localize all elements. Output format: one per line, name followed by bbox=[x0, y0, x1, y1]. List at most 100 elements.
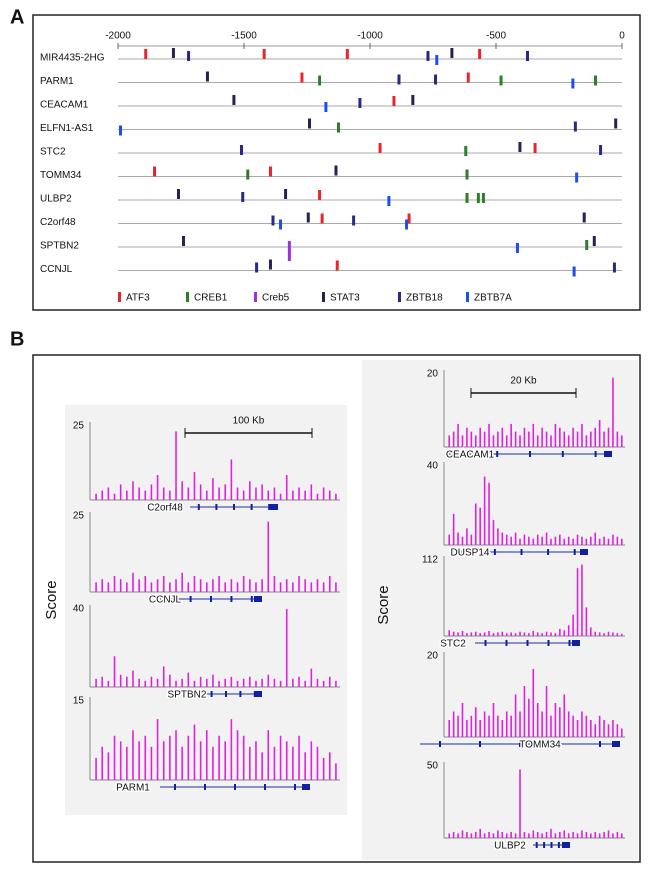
site bbox=[255, 262, 259, 273]
panel-label: B bbox=[10, 328, 24, 350]
site bbox=[426, 51, 430, 61]
gene-exon bbox=[169, 596, 172, 602]
site bbox=[499, 75, 503, 86]
gene-exon bbox=[197, 504, 200, 510]
site bbox=[337, 122, 340, 133]
site bbox=[119, 125, 123, 136]
site bbox=[405, 219, 409, 230]
gene-exon bbox=[561, 451, 564, 457]
scale-bar-label: 100 Kb bbox=[233, 416, 265, 427]
gene-exon bbox=[520, 549, 523, 555]
site bbox=[397, 74, 401, 85]
row-label: MIR4435-2HG bbox=[40, 53, 105, 64]
gene-exon bbox=[573, 549, 576, 555]
gene-exon bbox=[562, 842, 570, 848]
site bbox=[612, 262, 616, 273]
site bbox=[279, 219, 283, 230]
gene-exon bbox=[572, 640, 580, 646]
legend-label: STAT3 bbox=[330, 293, 360, 304]
gene-exon bbox=[174, 784, 176, 790]
track-max-label: 40 bbox=[427, 461, 439, 472]
gene-exon bbox=[484, 640, 487, 646]
gene-label: SPTBN2 bbox=[168, 690, 207, 701]
gene-exon bbox=[225, 691, 227, 697]
track-max-label: 40 bbox=[73, 604, 85, 615]
site bbox=[533, 143, 537, 153]
gene-label: STC2 bbox=[440, 639, 466, 650]
site bbox=[478, 49, 482, 59]
site bbox=[144, 49, 148, 59]
site bbox=[407, 213, 411, 224]
site bbox=[572, 266, 576, 277]
site bbox=[268, 259, 272, 270]
gene-exon bbox=[547, 549, 550, 555]
site bbox=[176, 189, 180, 199]
site bbox=[232, 95, 236, 105]
legend-swatch bbox=[466, 292, 469, 302]
gene-exon bbox=[496, 451, 499, 457]
legend-label: ZBTB18 bbox=[406, 293, 443, 304]
site bbox=[518, 142, 522, 152]
gene-exon bbox=[230, 596, 233, 602]
site bbox=[476, 193, 480, 203]
site bbox=[205, 71, 209, 82]
gene-exon bbox=[264, 784, 266, 790]
gene-exon bbox=[493, 549, 496, 555]
site bbox=[318, 75, 322, 86]
track-max-label: 20 bbox=[427, 651, 439, 662]
track-max-label: 25 bbox=[73, 511, 85, 522]
legend-swatch bbox=[322, 292, 325, 302]
gene-exon bbox=[254, 691, 262, 697]
gene-exon bbox=[568, 640, 571, 646]
site bbox=[594, 75, 598, 86]
site bbox=[465, 193, 469, 203]
site bbox=[358, 98, 362, 108]
gene-exon bbox=[535, 842, 538, 848]
gene-exon bbox=[254, 596, 262, 602]
legend-label: ZBTB7A bbox=[474, 293, 512, 304]
site bbox=[575, 172, 579, 183]
legend-swatch bbox=[398, 292, 401, 302]
site bbox=[582, 212, 586, 223]
gene-exon bbox=[519, 741, 521, 747]
site bbox=[573, 121, 577, 132]
site bbox=[434, 74, 438, 85]
site bbox=[241, 192, 245, 202]
site bbox=[465, 169, 469, 180]
track-max-label: 112 bbox=[422, 555, 438, 566]
gene-exon bbox=[559, 741, 561, 747]
row-label: ULBP2 bbox=[40, 194, 72, 205]
legend-label: CREB1 bbox=[194, 293, 228, 304]
site bbox=[345, 49, 349, 59]
gene-exon bbox=[599, 741, 601, 747]
gene-exon bbox=[439, 741, 441, 747]
row-label: CEACAM1 bbox=[40, 100, 89, 111]
site bbox=[464, 146, 468, 156]
gene-exon bbox=[550, 842, 553, 848]
gene-label: PARM1 bbox=[116, 783, 150, 794]
gene-exon bbox=[250, 596, 253, 602]
site bbox=[526, 51, 529, 61]
legend-swatch bbox=[118, 292, 121, 302]
site bbox=[287, 241, 291, 261]
site bbox=[320, 213, 324, 224]
row-label: PARM1 bbox=[40, 76, 74, 87]
gene-exon bbox=[557, 842, 560, 848]
gene-exon bbox=[210, 596, 212, 602]
site bbox=[387, 196, 391, 206]
gene-exon bbox=[196, 691, 199, 697]
site bbox=[171, 48, 175, 58]
y-axis-label: Score bbox=[375, 585, 392, 624]
site bbox=[435, 55, 439, 65]
gene-exon bbox=[210, 691, 213, 697]
gene-exon bbox=[543, 842, 546, 848]
row-label: SPTBN2 bbox=[40, 241, 79, 252]
gene-exon bbox=[479, 741, 481, 747]
site bbox=[324, 102, 328, 112]
gene-label: C2orf48 bbox=[147, 503, 183, 514]
site bbox=[306, 212, 310, 223]
gene-exon bbox=[302, 784, 310, 790]
site bbox=[246, 169, 250, 180]
site bbox=[300, 72, 304, 83]
